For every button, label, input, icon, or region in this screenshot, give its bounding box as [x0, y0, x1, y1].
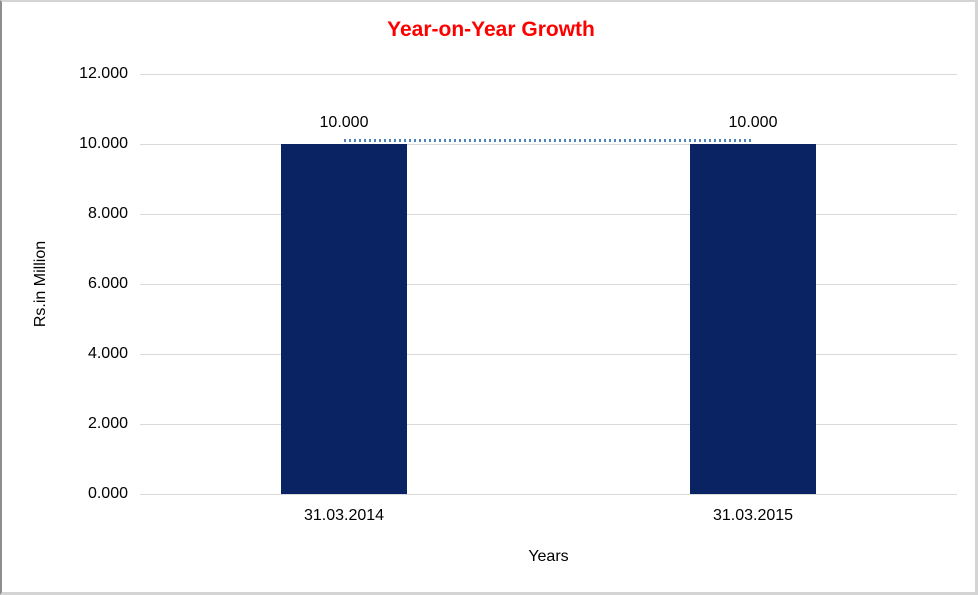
bar	[281, 144, 407, 494]
y-tick-label: 2.000	[87, 415, 128, 432]
y-tick-label: 0.000	[87, 485, 128, 502]
y-tick-label: 10.000	[79, 135, 128, 152]
y-tick-label: 8.000	[87, 205, 128, 222]
chart-title: Year-on-Year Growth	[387, 18, 595, 41]
gridline	[140, 424, 957, 425]
x-tick-label: 31.03.2015	[712, 507, 794, 524]
y-tick-label: 4.000	[87, 345, 128, 362]
bar-data-label: 10.000	[728, 114, 778, 131]
gridline	[140, 354, 957, 355]
bar-data-label: 10.000	[319, 114, 369, 131]
gridline	[140, 214, 957, 215]
x-axis-title: Years	[528, 548, 569, 565]
gridline	[140, 494, 957, 495]
gridline	[140, 144, 957, 145]
y-tick-label: 12.000	[79, 65, 128, 82]
y-tick-label: 6.000	[87, 275, 128, 292]
x-tick-label: 31.03.2014	[303, 507, 385, 524]
gridline	[140, 284, 957, 285]
trendline	[344, 139, 753, 142]
bar	[690, 144, 816, 494]
gridline	[140, 74, 957, 75]
